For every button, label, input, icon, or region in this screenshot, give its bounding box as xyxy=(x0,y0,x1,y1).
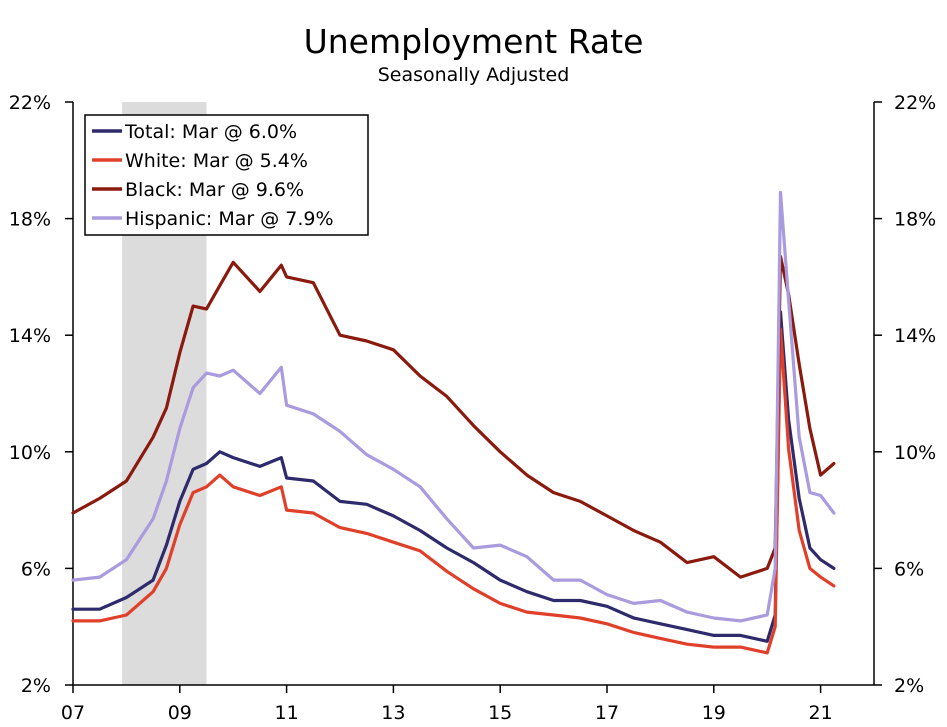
chart-title: Unemployment Rate xyxy=(303,22,644,61)
legend-label: Total: Mar @ 6.0% xyxy=(124,121,297,143)
legend-label: Hispanic: Mar @ 7.9% xyxy=(125,208,334,230)
chart-subtitle: Seasonally Adjusted xyxy=(377,64,570,86)
x-tick-label: 11 xyxy=(275,702,299,724)
x-tick-label: 13 xyxy=(381,702,405,724)
y-tick-label-left: 22% xyxy=(9,92,51,114)
legend-box xyxy=(84,114,369,236)
y-tick-label-left: 6% xyxy=(21,558,51,580)
y-axis-right: 2% 6% 10% 14% 18% 22% xyxy=(874,92,936,697)
x-tick-label: 15 xyxy=(488,702,512,724)
y-tick-label-left: 18% xyxy=(9,209,51,231)
series-lines xyxy=(71,190,836,655)
series-line-1 xyxy=(71,327,836,655)
series-line-3 xyxy=(71,190,836,623)
y-tick-label-right: 14% xyxy=(894,325,936,347)
y-tick-label-right: 2% xyxy=(894,675,924,697)
x-tick-label: 07 xyxy=(61,702,85,724)
legend: Total: Mar @ 6.0% White: Mar @ 5.4% Black:… xyxy=(84,114,369,236)
y-tick-label-right: 6% xyxy=(894,558,924,580)
y-tick-label-left: 2% xyxy=(21,675,51,697)
y-tick-label-right: 18% xyxy=(894,209,936,231)
x-tick-label: 09 xyxy=(168,702,192,724)
x-tick-label: 21 xyxy=(809,702,833,724)
x-axis: 07 09 11 13 15 17 19 21 xyxy=(61,685,833,724)
y-tick-label-left: 14% xyxy=(9,325,51,347)
legend-label: Black: Mar @ 9.6% xyxy=(125,179,304,201)
x-tick-label: 19 xyxy=(702,702,726,724)
y-tick-label-left: 10% xyxy=(9,442,51,464)
plot-frame xyxy=(72,102,875,686)
x-tick-label: 17 xyxy=(595,702,619,724)
legend-label: White: Mar @ 5.4% xyxy=(125,150,308,172)
y-tick-label-right: 10% xyxy=(894,442,936,464)
y-axis-left: 2% 6% 10% 14% 18% 22% xyxy=(9,92,73,697)
y-tick-label-right: 22% xyxy=(894,92,936,114)
